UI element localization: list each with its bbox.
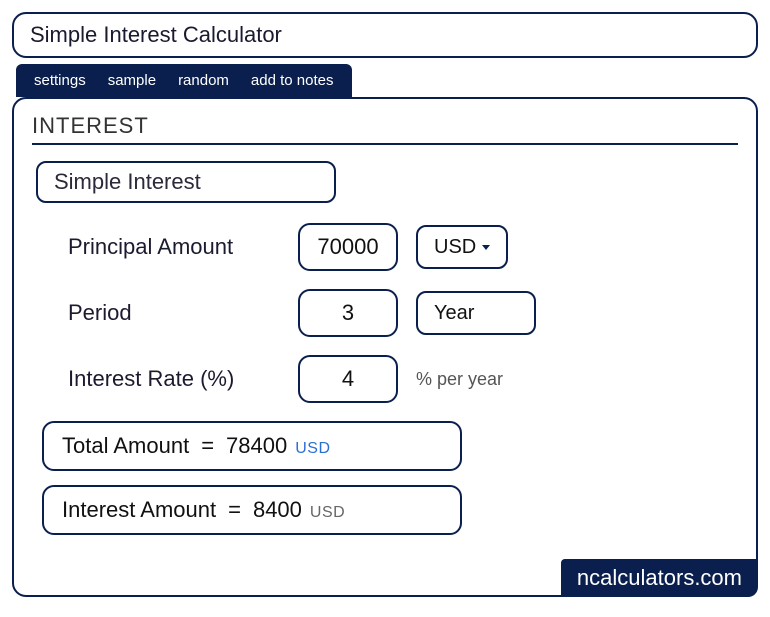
result-total: Total Amount = 78400 USD [42,421,462,471]
period-input[interactable] [298,289,398,337]
principal-input[interactable] [298,223,398,271]
total-label: Total Amount [62,433,189,459]
currency-label: USD [434,236,476,259]
interest-currency: USD [310,504,345,522]
result-interest: Interest Amount = 8400 USD [42,485,462,535]
tabs-bar: settings sample random add to notes [16,64,352,97]
interest-value: 8400 [253,497,302,523]
currency-select[interactable]: USD [416,225,508,269]
period-unit-label: Year [434,302,474,325]
rate-unit-label: % per year [416,369,503,390]
total-currency: USD [295,440,330,458]
period-label: Period [68,300,298,326]
principal-label: Principal Amount [68,234,298,260]
row-period: Period Year [32,289,738,337]
calculator-panel: INTEREST Simple Interest Principal Amoun… [12,97,758,597]
tab-random[interactable]: random [178,72,229,89]
tab-add-to-notes[interactable]: add to notes [251,72,334,89]
rate-label: Interest Rate (%) [68,366,298,392]
period-unit-select[interactable]: Year [416,291,536,335]
page-title: Simple Interest Calculator [12,12,758,58]
tab-sample[interactable]: sample [108,72,156,89]
equals-sign: = [228,497,241,523]
equals-sign: = [201,433,214,459]
tab-settings[interactable]: settings [34,72,86,89]
total-value: 78400 [226,433,287,459]
interest-label: Interest Amount [62,497,216,523]
row-rate: Interest Rate (%) % per year [32,355,738,403]
rate-input[interactable] [298,355,398,403]
chevron-down-icon [482,245,490,250]
mode-select[interactable]: Simple Interest [36,161,336,203]
row-principal: Principal Amount USD [32,223,738,271]
brand-badge: ncalculators.com [561,559,758,597]
panel-heading: INTEREST [32,113,738,145]
